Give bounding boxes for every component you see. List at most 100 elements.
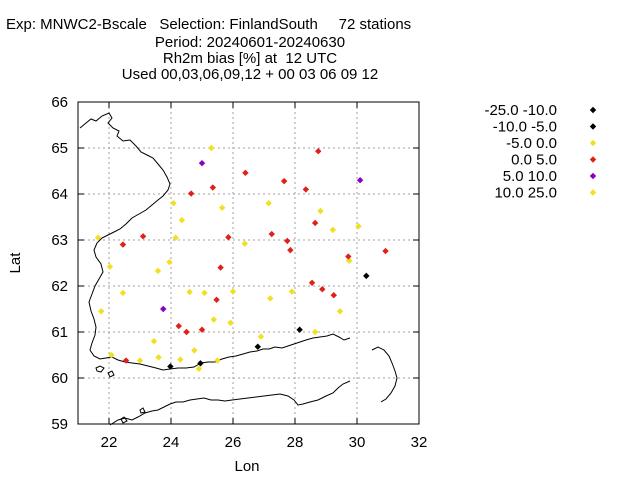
- legend-marker: [589, 172, 597, 180]
- station-point: [198, 159, 206, 167]
- station-point: [317, 207, 324, 215]
- y-axis-title: Lat: [7, 252, 24, 274]
- legend-label: 10.0 25.0: [494, 185, 557, 202]
- station-point: [170, 200, 177, 207]
- chart-header-forecast-usage: Used 00,03,06,09,12 + 00 03 06 09 12: [121, 66, 379, 83]
- chart-header-period: Period: 20240601-20240630: [154, 34, 346, 51]
- station-point: [94, 234, 102, 241]
- station-point: [209, 184, 217, 191]
- station-point: [98, 308, 105, 315]
- plot-area-frame: [77, 101, 420, 425]
- coastline-lake-ladoga: [371, 346, 398, 403]
- station-point: [150, 338, 158, 345]
- station-point: [218, 204, 226, 211]
- station-point: [356, 177, 364, 184]
- chart-header-experiment: Exp: MNWC2-Bscale Selection: FinlandSout…: [6, 16, 412, 33]
- station-point: [191, 347, 198, 354]
- station-point: [166, 258, 173, 266]
- station-point: [201, 289, 208, 297]
- legend-marker: [589, 139, 597, 147]
- station-point: [187, 190, 195, 197]
- station-point: [122, 357, 130, 364]
- station-point: [195, 365, 203, 372]
- station-point: [382, 247, 389, 255]
- y-tick-label: 60: [51, 370, 68, 387]
- station-point: [315, 148, 322, 155]
- station-point: [198, 326, 206, 333]
- station-point: [329, 226, 337, 234]
- x-tick-label: 24: [163, 434, 180, 451]
- station-point: [197, 360, 204, 367]
- y-tick-label: 65: [51, 140, 68, 157]
- station-point: [308, 279, 316, 286]
- station-point: [175, 322, 182, 330]
- legend-marker: [589, 106, 597, 114]
- station-point: [186, 288, 193, 296]
- x-tick-label: 32: [411, 434, 428, 451]
- station-point: [155, 354, 162, 361]
- x-axis: 22 24 26 28 30 32: [101, 102, 428, 451]
- station-point: [346, 257, 353, 264]
- y-tick-label: 66: [51, 94, 68, 111]
- coastline-gulf-of-finland-east: [268, 333, 351, 350]
- legend-label: -10.0 -5.0: [493, 119, 557, 136]
- y-tick-label: 59: [51, 416, 68, 433]
- station-point: [178, 217, 186, 224]
- station-point: [167, 363, 174, 370]
- station-point: [363, 272, 370, 280]
- y-tick-label: 64: [51, 186, 68, 203]
- station-points: [94, 144, 389, 372]
- station-point: [177, 356, 184, 363]
- station-point: [242, 169, 249, 177]
- y-tick-label: 63: [51, 232, 68, 249]
- station-point: [119, 241, 127, 248]
- station-point: [267, 295, 274, 302]
- station-point: [210, 316, 217, 323]
- grid-lines: [78, 102, 419, 424]
- legend-marker: [589, 123, 597, 130]
- y-tick-label: 62: [51, 278, 68, 295]
- legend-label: -5.0 0.0: [506, 135, 557, 152]
- legend: -25.0 -10.0-10.0 -5.0-5.0 0.00.0 5.05.0 …: [484, 102, 597, 202]
- station-point: [311, 219, 319, 227]
- legend-label: -25.0 -10.0: [484, 102, 557, 119]
- station-point: [227, 319, 234, 326]
- station-point: [302, 186, 310, 193]
- station-point: [217, 264, 224, 271]
- station-point: [154, 267, 162, 275]
- station-point: [330, 292, 337, 299]
- station-point: [241, 240, 248, 247]
- station-point: [229, 288, 237, 295]
- coastline-islands: [120, 407, 146, 424]
- coastline-aland: [95, 365, 115, 378]
- station-point: [257, 333, 265, 340]
- station-point: [311, 328, 319, 336]
- station-point: [213, 296, 220, 303]
- y-axis: 59 60 61 62 63 64 65 66: [51, 94, 419, 433]
- station-point: [336, 308, 344, 315]
- station-point: [106, 263, 114, 270]
- y-tick-label: 61: [51, 324, 68, 341]
- x-tick-label: 30: [349, 434, 366, 451]
- station-point: [172, 234, 179, 241]
- legend-marker: [589, 156, 597, 163]
- legend-label: 5.0 10.0: [503, 168, 557, 185]
- coastline-map: [79, 112, 398, 426]
- station-point: [254, 343, 261, 350]
- station-point: [139, 233, 147, 240]
- station-point: [265, 200, 272, 207]
- coastline-estonia: [109, 380, 351, 426]
- chart-header-parameter: Rh2m bias [%] at 12 UTC: [162, 50, 338, 67]
- x-axis-title: Lon: [234, 458, 259, 475]
- station-point: [208, 144, 215, 152]
- station-point: [296, 326, 303, 333]
- station-point: [160, 305, 167, 313]
- station-point: [225, 234, 232, 241]
- x-tick-label: 22: [101, 434, 118, 451]
- station-point: [214, 357, 221, 364]
- coastline-finland-west: [79, 112, 269, 371]
- station-point: [288, 288, 296, 295]
- station-point: [183, 328, 190, 336]
- station-point: [268, 230, 275, 238]
- station-point: [355, 223, 362, 230]
